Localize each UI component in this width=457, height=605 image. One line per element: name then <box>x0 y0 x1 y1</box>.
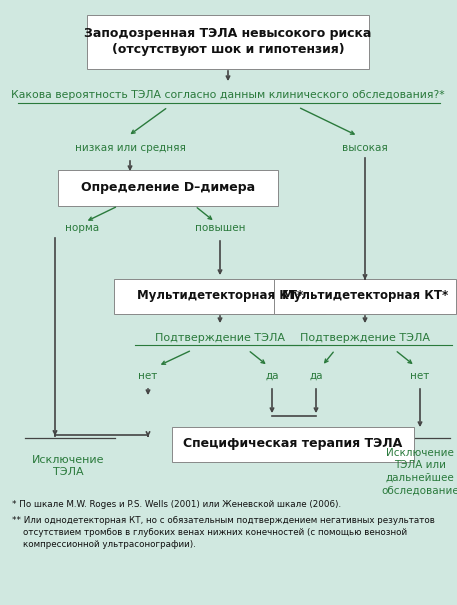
FancyBboxPatch shape <box>87 15 369 69</box>
FancyBboxPatch shape <box>274 278 456 313</box>
Text: повышен: повышен <box>195 223 245 233</box>
Text: нет: нет <box>410 371 430 381</box>
Text: Определение D–димера: Определение D–димера <box>81 182 255 194</box>
Text: высокая: высокая <box>342 143 388 153</box>
Text: Какова вероятность ТЭЛА согласно данным клинического обследования?*: Какова вероятность ТЭЛА согласно данным … <box>11 90 445 100</box>
Text: ** Или однодетекторная КТ, но с обязательным подтверждением негативных результат: ** Или однодетекторная КТ, но с обязател… <box>12 516 435 549</box>
Text: да: да <box>265 371 279 381</box>
Text: Подтверждение ТЭЛА: Подтверждение ТЭЛА <box>155 333 285 343</box>
FancyBboxPatch shape <box>172 427 414 462</box>
Text: Заподозренная ТЭЛА невысокого риска
(отсутствуют шок и гипотензия): Заподозренная ТЭЛА невысокого риска (отс… <box>84 27 372 56</box>
Text: Мультидетекторная КТ*: Мультидетекторная КТ* <box>137 290 303 302</box>
Text: * По шкале M.W. Roges и P.S. Wells (2001) или Женевской шкале (2006).: * По шкале M.W. Roges и P.S. Wells (2001… <box>12 500 341 509</box>
Text: Мультидетекторная КТ*: Мультидетекторная КТ* <box>282 290 448 302</box>
Text: Специфическая терапия ТЭЛА: Специфическая терапия ТЭЛА <box>183 437 403 451</box>
Text: нет: нет <box>138 371 158 381</box>
Text: Исключение
ТЭЛА или
дальнейшее
обследование: Исключение ТЭЛА или дальнейшее обследова… <box>381 448 457 495</box>
Text: да: да <box>309 371 323 381</box>
FancyBboxPatch shape <box>114 278 326 313</box>
FancyBboxPatch shape <box>58 170 278 206</box>
Text: норма: норма <box>65 223 99 233</box>
Text: Исключение
ТЭЛА: Исключение ТЭЛА <box>32 455 104 477</box>
Text: Подтверждение ТЭЛА: Подтверждение ТЭЛА <box>300 333 430 343</box>
Text: низкая или средняя: низкая или средняя <box>74 143 186 153</box>
